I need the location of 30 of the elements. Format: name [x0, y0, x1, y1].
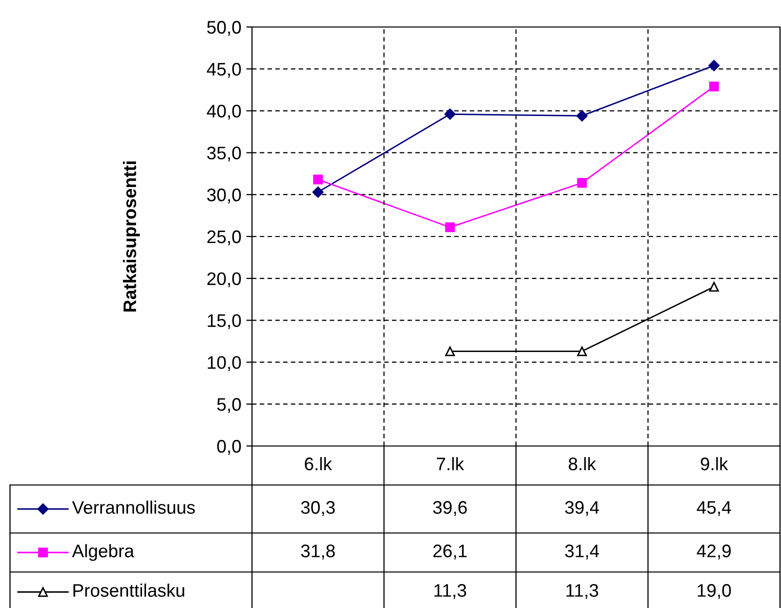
y-tick-label: 45,0	[206, 62, 241, 78]
y-tick-label: 20,0	[207, 272, 241, 288]
y-tick-label: 10,0	[208, 356, 241, 372]
data-label: 11,3	[566, 584, 598, 599]
y-tick-label: 50,0	[207, 20, 241, 36]
x-tick-label: 6.lk	[304, 457, 332, 470]
data-label: 30,3	[301, 501, 335, 516]
data-label: 42,9	[696, 544, 731, 560]
y-tick-label: 0,0	[217, 440, 241, 455]
x-tick-label: 9.lk	[700, 457, 728, 470]
x-tick-label: 8.lk	[568, 457, 596, 470]
y-tick-label: 40,0	[206, 104, 241, 120]
data-label: 19,0	[698, 584, 731, 599]
legend-label: Algebra	[72, 544, 134, 561]
y-tick-label: 30,0	[207, 188, 241, 204]
data-label: 31,4	[565, 544, 600, 560]
y-tick-label: 25,0	[207, 230, 241, 246]
data-label: 31,8	[301, 544, 335, 560]
legend-label: Prosenttilasku	[73, 584, 184, 597]
data-label: 45,4	[696, 501, 732, 516]
x-tick-label: 7.lk	[436, 457, 464, 470]
y-axis-title: Ratkaisuprosentti	[122, 162, 140, 312]
y-tick-label: 35,0	[207, 146, 241, 162]
legend-label: Verrannollisuus	[72, 500, 195, 514]
y-tick-label: 5,0	[217, 398, 241, 413]
data-label: 39,4	[565, 501, 600, 516]
data-label: 11,3	[434, 584, 466, 599]
data-label: 26,1	[433, 544, 467, 560]
y-tick-label: 15,0	[208, 314, 241, 330]
data-label: 39,6	[433, 501, 467, 516]
